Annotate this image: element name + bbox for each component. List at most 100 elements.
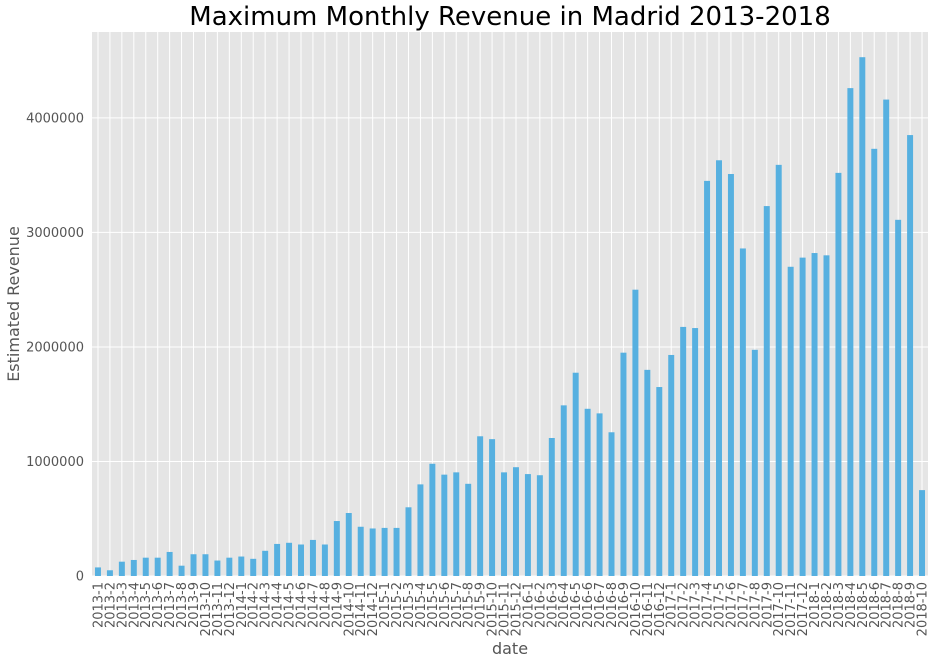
bar [895, 219, 902, 576]
bar [608, 432, 615, 576]
x-tick-label: 2016-3 [545, 582, 560, 628]
bar [298, 544, 304, 576]
x-tick-label: 2015-9 [474, 582, 489, 628]
x-tick-label: 2015-7 [450, 582, 465, 628]
x-tick-label: 2013-3 [115, 582, 130, 628]
y-tick-label: 4000000 [26, 111, 84, 126]
y-tick-label: 1000000 [26, 455, 84, 470]
bar [333, 521, 340, 576]
bar [716, 160, 722, 576]
x-tick-label: 2014-6 [295, 582, 310, 628]
bar [871, 148, 878, 577]
bar [453, 472, 460, 576]
x-tick-label: 2013-11 [211, 582, 226, 636]
bar [692, 328, 699, 576]
bar [142, 557, 149, 576]
x-tick-label: 2013-8 [175, 582, 190, 628]
bar [548, 437, 555, 576]
bar [644, 369, 651, 576]
bar [465, 483, 472, 576]
x-tick-label: 2018-6 [868, 582, 883, 628]
x-tick-label: 2013-12 [223, 582, 238, 636]
x-tick-label: 2015-5 [426, 582, 441, 628]
x-tick-label: 2016-2 [533, 582, 548, 628]
x-tick-label: 2014-2 [247, 582, 262, 628]
x-tick-label: 2014-3 [259, 582, 274, 628]
x-ticks: 2013-12013-22013-32013-42013-52013-62013… [91, 582, 930, 636]
bar [369, 528, 376, 576]
x-tick-label: 2015-3 [402, 582, 417, 628]
bar [859, 57, 866, 576]
bar [811, 253, 818, 577]
x-tick-label: 2016-11 [641, 582, 656, 636]
bar [524, 474, 531, 576]
x-tick-label: 2017-12 [796, 582, 811, 636]
x-tick-label: 2014-11 [354, 582, 369, 636]
x-tick-label: 2016-12 [653, 582, 668, 636]
bar [620, 352, 627, 576]
bar [919, 490, 926, 576]
bar [321, 544, 328, 576]
x-tick-label: 2014-12 [366, 582, 381, 636]
bar [381, 527, 388, 576]
x-tick-label: 2017-2 [677, 582, 692, 628]
x-tick-label: 2016-10 [629, 582, 644, 636]
x-tick-label: 2015-11 [498, 582, 513, 636]
bar [226, 557, 233, 576]
x-tick-label: 2017-3 [689, 582, 704, 628]
x-axis-label: date [492, 639, 528, 658]
x-tick-label: 2018-5 [856, 582, 871, 628]
x-tick-label: 2014-4 [271, 582, 286, 628]
x-tick-label: 2016-7 [593, 582, 608, 628]
bar [357, 526, 364, 576]
bar [727, 174, 734, 576]
bar [823, 255, 830, 577]
x-tick-label: 2016-9 [617, 582, 632, 628]
x-tick-label: 2013-1 [91, 582, 106, 628]
bar [775, 164, 782, 576]
x-tick-label: 2018-3 [832, 582, 847, 628]
bar [309, 539, 316, 576]
x-tick-label: 2017-6 [724, 582, 739, 628]
bar [178, 565, 185, 576]
bar [393, 527, 400, 576]
bar [118, 561, 125, 576]
x-tick-label: 2018-9 [904, 582, 919, 628]
bar [680, 326, 687, 576]
bar [668, 354, 675, 576]
bar [632, 289, 639, 576]
bar [130, 559, 137, 576]
x-tick-label: 2015-8 [462, 582, 477, 628]
bar [847, 88, 854, 577]
x-tick-label: 2016-6 [581, 582, 596, 628]
x-tick-label: 2015-1 [378, 582, 393, 628]
x-tick-label: 2014-1 [235, 582, 250, 628]
bar [584, 408, 591, 576]
x-tick-label: 2018-10 [916, 582, 931, 636]
bar [883, 99, 890, 576]
x-tick-label: 2015-12 [509, 582, 524, 636]
bar [536, 475, 543, 576]
bar [477, 436, 484, 576]
x-tick-label: 2014-9 [330, 582, 345, 628]
bar [429, 463, 436, 576]
x-tick-label: 2014-10 [342, 582, 357, 636]
bar [656, 387, 663, 576]
x-tick-label: 2015-6 [438, 582, 453, 628]
x-tick-label: 2017-10 [772, 582, 787, 636]
bar [501, 472, 508, 576]
bar [907, 135, 914, 577]
bar [572, 372, 579, 576]
bar [345, 513, 352, 576]
bar [512, 467, 519, 576]
x-tick-label: 2014-7 [306, 582, 321, 628]
bar [106, 570, 113, 576]
bar [214, 560, 221, 576]
x-tick-label: 2013-7 [163, 582, 178, 628]
bar [489, 439, 496, 576]
x-tick-label: 2017-1 [665, 582, 680, 628]
bar [441, 474, 448, 576]
x-tick-label: 2015-4 [414, 582, 429, 628]
bar [763, 206, 770, 576]
x-tick-label: 2016-1 [521, 582, 536, 628]
